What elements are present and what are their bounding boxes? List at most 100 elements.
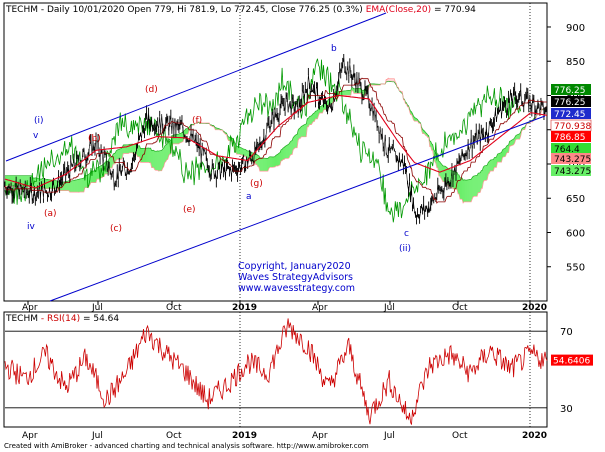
- cloud-segment: [261, 157, 263, 172]
- grid-layer: [5, 3, 547, 427]
- price-value-box: [551, 143, 591, 154]
- cloud-segment: [391, 78, 393, 82]
- cloud-segment: [259, 157, 261, 172]
- cloud-segment: [186, 128, 188, 135]
- cloud-segment: [161, 149, 163, 171]
- cloud-segment: [55, 180, 57, 189]
- cloud-segment: [265, 158, 267, 172]
- cloud-segment: [492, 159, 494, 171]
- cloud-segment: [298, 128, 300, 141]
- copyright-line-1: Copyright, January2020: [238, 261, 351, 272]
- cloud-segment: [453, 171, 455, 189]
- cloud-segment: [257, 155, 259, 167]
- cloud-segment: [94, 169, 97, 183]
- cloud-segment: [132, 144, 134, 154]
- cloud-segment: [163, 145, 165, 167]
- cloud-segment: [81, 178, 83, 192]
- cloud-segment: [71, 180, 73, 193]
- cloud-segment: [138, 145, 140, 157]
- cloud-segment: [342, 90, 344, 96]
- cloud-segment: [157, 150, 159, 172]
- cloud-segment: [165, 144, 167, 162]
- cloud-segment: [474, 175, 476, 197]
- cloud-segment: [296, 134, 298, 148]
- cloud-segment: [316, 110, 318, 119]
- cloud-segment: [67, 180, 69, 191]
- wave-label-red: (c): [110, 224, 122, 234]
- rsi-value-label: 54.6406: [553, 357, 590, 367]
- cloud-segment: [92, 170, 94, 183]
- cloud-segment: [347, 90, 349, 96]
- cloud-segment: [358, 88, 360, 94]
- cloud-segment: [469, 179, 471, 202]
- cloud-segment: [156, 150, 158, 171]
- channel-lines: [5, 12, 546, 302]
- cloud-segment: [68, 180, 70, 193]
- kijun-line: [4, 77, 547, 204]
- cloud-segment: [271, 156, 273, 168]
- cloud-segment: [345, 90, 347, 96]
- cloud-segment: [139, 145, 141, 163]
- price-value-box: [551, 131, 591, 142]
- wave-label-blue: (ii): [399, 244, 411, 254]
- cloud-segment: [304, 124, 306, 137]
- rsi-header-value: = 54.64: [80, 314, 119, 324]
- cloud-segment: [123, 144, 125, 154]
- price-value-label: 743.275: [554, 155, 591, 165]
- cloud-segment: [390, 78, 392, 82]
- date-axis-label: 2020: [522, 303, 547, 313]
- date-axis-label: Oct: [452, 303, 468, 313]
- date-axis-label: Apr: [22, 303, 38, 313]
- cloud-segment: [291, 140, 293, 155]
- lagging-span: [4, 58, 522, 223]
- price-value-label: 770.938: [554, 122, 591, 132]
- cloud-segment: [489, 160, 491, 174]
- rsi-date-axis-label: Oct: [166, 431, 182, 441]
- date-axis-label: Apr: [312, 303, 328, 313]
- cloud-segment: [470, 179, 472, 202]
- rsi-date-axis-label: Apr: [22, 431, 38, 441]
- cloud-segment: [154, 151, 156, 171]
- cloud-segment: [164, 145, 166, 163]
- cloud-segment: [7, 175, 9, 187]
- value-labels: 776.25776.25772.45770.938786.85764.4743.…: [550, 84, 593, 367]
- cloud-segment: [290, 140, 292, 156]
- cloud-segment: [151, 150, 153, 168]
- cloud-segment: [187, 128, 189, 135]
- senkou-span-a: [5, 80, 548, 183]
- rsi-header: TECHM - RSI(14) = 54.64: [5, 314, 119, 324]
- ema-label: EMA(Close,20): [366, 5, 431, 15]
- cloud-segment: [488, 161, 490, 175]
- cloud-segment: [117, 149, 119, 160]
- wave-label-red: (b): [88, 134, 101, 144]
- cloud-segment: [486, 164, 488, 181]
- cloud-segment: [46, 179, 48, 189]
- price-value-box: [551, 84, 591, 95]
- cloud-segment: [69, 181, 71, 193]
- cloud-segment: [254, 153, 256, 165]
- cloud-segment: [311, 114, 313, 125]
- price-axis-label: 600: [566, 228, 585, 239]
- cloud-segment: [178, 133, 180, 144]
- rsi-line: [4, 318, 548, 425]
- wave-label-red: (g): [250, 179, 263, 189]
- price-value-box: [551, 96, 591, 107]
- cloud-segment: [309, 116, 311, 125]
- rsi-axis-label: 70: [560, 327, 573, 338]
- wave-label-red: (a): [44, 209, 57, 219]
- cloud-segment: [511, 139, 513, 146]
- cloud-segment: [477, 173, 479, 197]
- cloud-segment: [177, 134, 179, 144]
- cloud-segment: [255, 154, 257, 165]
- cloud-segment: [152, 150, 154, 168]
- cloud-segment: [65, 181, 67, 191]
- cloud-segment: [485, 165, 487, 181]
- cloud-segment: [274, 155, 276, 167]
- cloud-segment: [281, 149, 283, 161]
- cloud-segment: [321, 105, 323, 113]
- cloud-segment: [483, 165, 485, 183]
- cloud-segment: [263, 158, 265, 172]
- copyright-line-3: www.wavesstrategy.com: [238, 283, 355, 294]
- cloud-segment: [518, 133, 520, 140]
